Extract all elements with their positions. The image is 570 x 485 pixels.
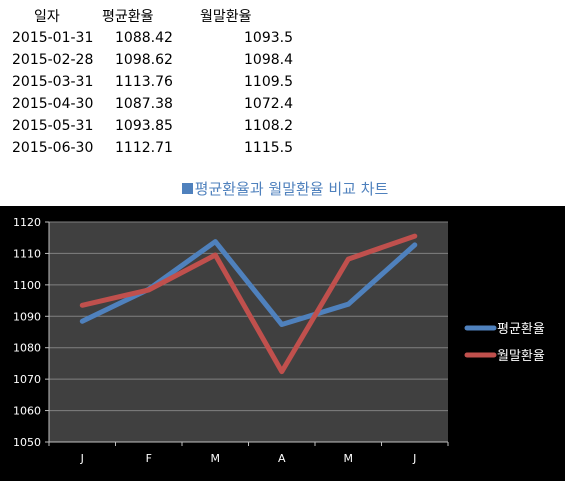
cell-month-end: 1108.2 <box>244 118 293 134</box>
data-point <box>281 324 283 326</box>
data-point <box>81 320 83 322</box>
cell-date: 2015-05-31 <box>12 118 94 134</box>
cell-month-end: 1072.4 <box>244 96 293 112</box>
y-tick-label: 1070 <box>13 373 41 386</box>
line-chart: 1050 1060 1070 1080 1090 1100 1110 1120 J F M A M J 평균… <box>13 216 545 465</box>
cell-average: 1098.62 <box>115 52 173 68</box>
data-point <box>214 254 216 256</box>
cell-date: 2015-02-28 <box>12 52 94 68</box>
cell-average: 1088.42 <box>115 30 173 46</box>
y-tick-label: 1120 <box>13 216 41 229</box>
header-month-end-rate: 월말환율 <box>200 9 252 25</box>
x-tick-label: J <box>412 452 416 465</box>
cell-month-end: 1098.4 <box>244 52 293 68</box>
header-average-rate: 평균환율 <box>102 9 154 25</box>
header-date: 일자 <box>34 9 60 25</box>
cell-average: 1093.85 <box>115 118 173 134</box>
chart-area[interactable]: 1050 1060 1070 1080 1090 1100 1110 1120 J F M A M J 평균… <box>0 206 565 481</box>
chart-title: 평균환율과 월말환율 비교 차트 <box>0 178 570 199</box>
data-point <box>214 241 216 243</box>
cell-date: 2015-03-31 <box>12 74 94 90</box>
data-point <box>148 289 150 291</box>
cell-average: 1087.38 <box>115 96 173 112</box>
cell-date: 2015-04-30 <box>12 96 94 112</box>
cell-month-end: 1115.5 <box>244 140 293 156</box>
data-point <box>347 303 349 305</box>
x-tick-label: J <box>80 452 84 465</box>
y-tick-label: 1060 <box>13 405 41 418</box>
legend-label: 평균환율 <box>497 322 545 337</box>
data-point <box>414 235 416 237</box>
plot-area <box>49 222 448 442</box>
y-tick-label: 1090 <box>13 310 41 323</box>
y-tick-label: 1100 <box>13 279 41 292</box>
data-table: 일자 평균환율 월말환율 2015-01-31 1088.42 1093.5 2… <box>0 0 570 170</box>
cell-date: 2015-01-31 <box>12 30 94 46</box>
data-point <box>81 304 83 306</box>
title-square-icon <box>181 183 193 194</box>
x-tick-label: A <box>278 452 286 465</box>
y-tick-label: 1110 <box>13 247 41 260</box>
legend-label: 월말환율 <box>497 349 545 364</box>
chart-title-text: 평균환율과 월말환율 비교 차트 <box>194 180 389 198</box>
cell-average: 1113.76 <box>115 74 173 90</box>
y-tick-label: 1050 <box>13 436 41 449</box>
x-tick-label: M <box>344 452 354 465</box>
cell-month-end: 1109.5 <box>244 74 293 90</box>
y-tick-label: 1080 <box>13 342 41 355</box>
x-tick-label: M <box>211 452 221 465</box>
x-tick-label: F <box>146 452 152 465</box>
cell-month-end: 1093.5 <box>244 30 293 46</box>
series-line <box>79 233 418 375</box>
cell-date: 2015-06-30 <box>12 140 94 156</box>
data-point <box>414 244 416 246</box>
data-point <box>281 371 283 373</box>
cell-average: 1112.71 <box>115 140 173 156</box>
data-point <box>347 258 349 260</box>
